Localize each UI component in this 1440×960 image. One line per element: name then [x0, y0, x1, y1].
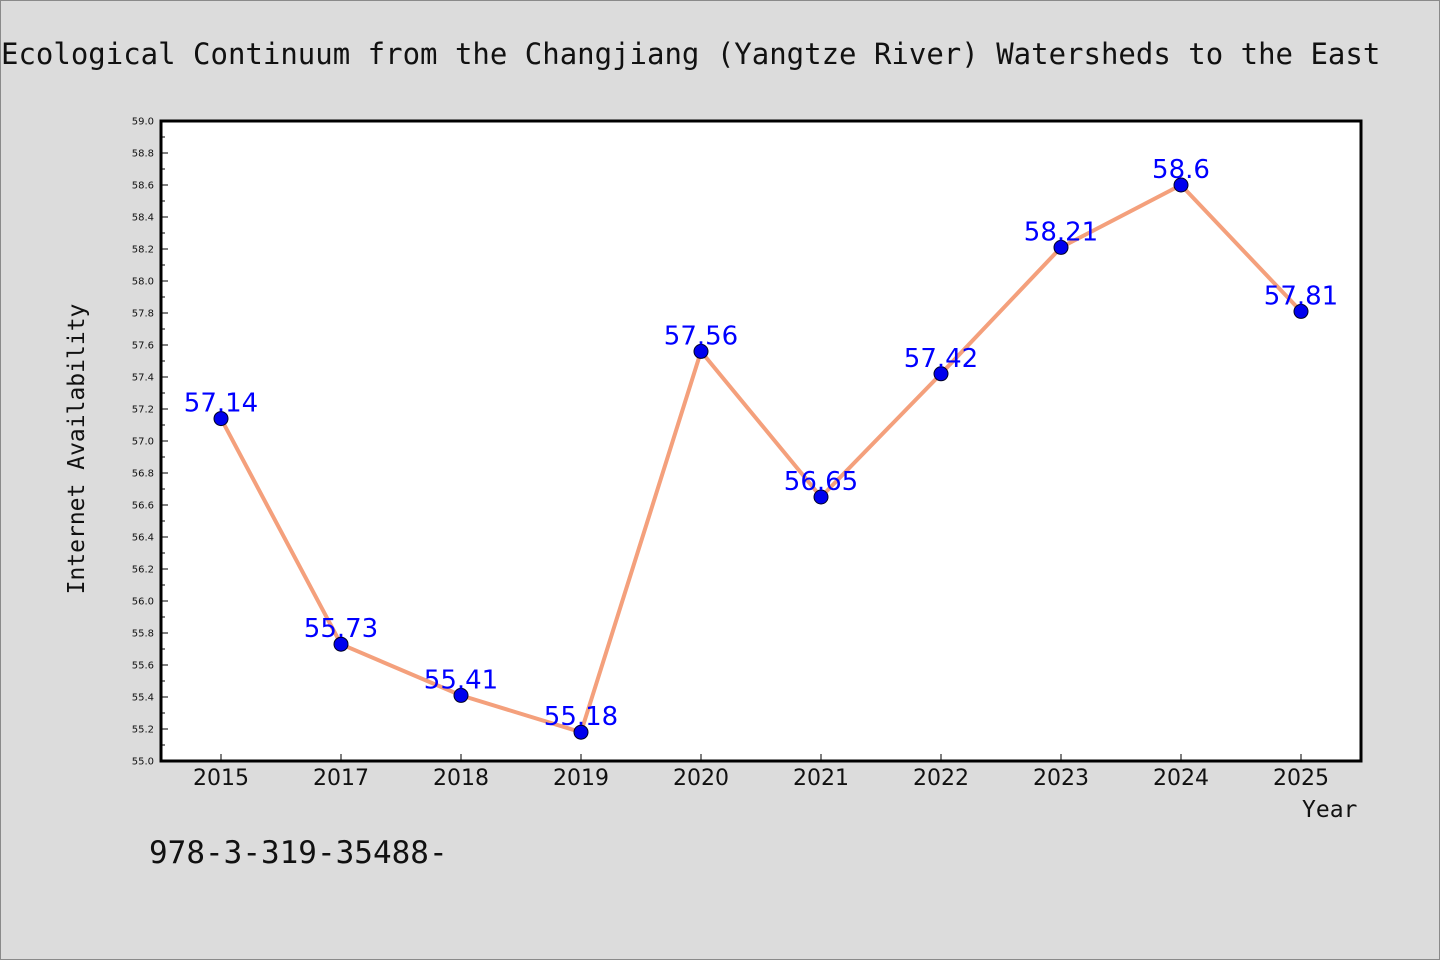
data-point [453, 687, 469, 703]
y-tick-label: 55.8 [132, 629, 154, 640]
y-tick-label: 56.0 [132, 597, 154, 608]
y-tick-label: 56.6 [132, 501, 154, 512]
x-tick-label: 2023 [1033, 766, 1089, 791]
data-label: 58.6 [1152, 155, 1210, 185]
y-tick-label: 56.4 [132, 533, 154, 544]
x-tick-label: 2020 [673, 766, 729, 791]
x-tick-label: 2021 [793, 766, 849, 791]
y-tick-label: 57.8 [132, 309, 154, 320]
data-point [573, 724, 589, 740]
plot-area [159, 119, 1363, 763]
data-point [1293, 303, 1309, 319]
y-tick-label: 55.6 [132, 661, 154, 672]
y-axis-label: Internet Availability [64, 303, 90, 595]
data-label: 57.81 [1264, 281, 1338, 311]
y-tick-label: 58.0 [132, 277, 154, 288]
y-tick-label: 58.8 [132, 149, 154, 160]
x-tick-label: 2019 [553, 766, 609, 791]
data-point [1173, 177, 1189, 193]
data-label: 55.73 [304, 614, 378, 644]
y-tick-label: 58.4 [132, 213, 154, 224]
y-tick-label: 56.2 [132, 565, 154, 576]
chart-title: Ecological Continuum from the Changjiang… [1, 37, 1381, 71]
footnote-text: 978-3-319-35488- [149, 835, 448, 871]
y-tick-label: 56.8 [132, 469, 154, 480]
data-label: 56.65 [784, 467, 858, 497]
data-point [333, 636, 349, 652]
y-tick-label: 57.6 [132, 341, 154, 352]
y-tick-label: 57.4 [132, 373, 154, 384]
x-tick-label: 2022 [913, 766, 969, 791]
data-label: 57.14 [184, 389, 258, 419]
y-tick-label: 55.4 [132, 693, 154, 704]
data-point [693, 343, 709, 359]
data-point [213, 411, 229, 427]
data-label: 57.56 [664, 321, 738, 351]
y-tick-label: 55.2 [132, 725, 154, 736]
y-tick-label: 58.2 [132, 245, 154, 256]
x-tick-label: 2017 [313, 766, 369, 791]
data-label: 55.18 [544, 702, 618, 732]
x-tick-label: 2025 [1273, 766, 1329, 791]
data-label: 55.41 [424, 665, 498, 695]
data-label: 57.42 [904, 344, 978, 374]
y-tick-label: 58.6 [132, 181, 154, 192]
y-tick-label: 59.0 [132, 117, 154, 128]
data-label: 58.21 [1024, 217, 1098, 247]
x-tick-label: 2024 [1153, 766, 1209, 791]
y-tick-label: 55.0 [132, 757, 154, 768]
y-tick-label: 57.0 [132, 437, 154, 448]
x-tick-label: 2018 [433, 766, 489, 791]
y-tick-label: 57.2 [132, 405, 154, 416]
data-point [1053, 239, 1069, 255]
data-point [933, 366, 949, 382]
data-point [813, 489, 829, 505]
x-tick-label: 2015 [193, 766, 249, 791]
series-line [219, 183, 1303, 735]
x-axis-label: Year [1302, 797, 1358, 823]
